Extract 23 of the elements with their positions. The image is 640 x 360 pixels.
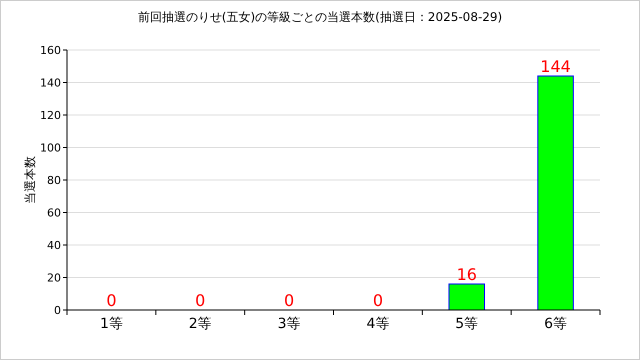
y-tick-label: 160 — [40, 44, 61, 57]
y-tick-label: 80 — [47, 174, 61, 187]
data-label: 144 — [540, 57, 571, 76]
y-tick-label: 40 — [47, 239, 61, 252]
y-tick-label: 120 — [40, 109, 61, 122]
x-tick-label: 3等 — [278, 316, 301, 332]
x-tick-label: 6等 — [544, 316, 568, 332]
x-tick-label: 4等 — [366, 316, 390, 332]
x-tick-label: 1等 — [100, 316, 123, 332]
chart-title: 前回抽選のりせ(五女)の等級ごとの当選本数(抽選日：2025-08-29) — [138, 10, 502, 24]
y-tick-label: 20 — [47, 272, 61, 284]
data-label: 0 — [284, 291, 294, 310]
x-tick-label: 5等 — [455, 316, 478, 332]
data-label: 0 — [106, 291, 117, 310]
x-tick-label: 2等 — [188, 316, 212, 332]
data-label: 16 — [456, 265, 477, 284]
y-tick-label: 0 — [54, 304, 61, 317]
y-tick-label: 140 — [40, 76, 61, 90]
y-axis-title: 当選本数 — [23, 156, 37, 204]
y-tick-label: 100 — [40, 142, 61, 154]
data-label: 0 — [372, 291, 384, 310]
data-label: 0 — [195, 291, 206, 310]
y-tick-label: 60 — [47, 206, 61, 220]
